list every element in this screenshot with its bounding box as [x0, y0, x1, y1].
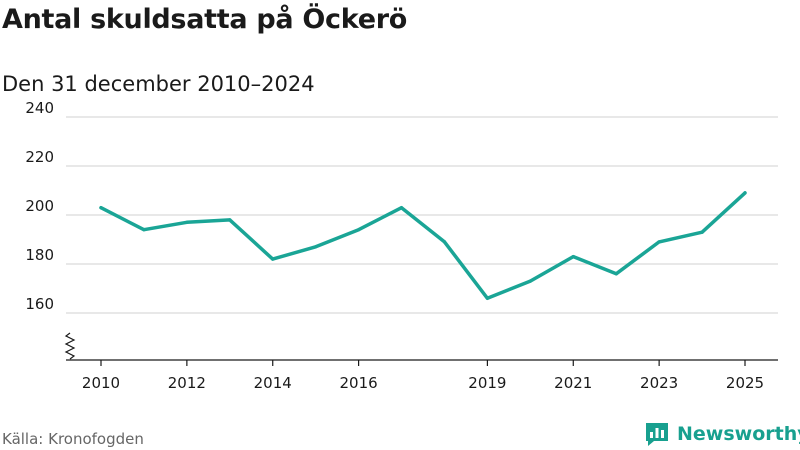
x-tick-label-2012: 2012	[168, 374, 206, 392]
axis-break-icon	[64, 332, 76, 360]
data-point-2020[interactable]	[528, 279, 532, 283]
y-tick-label-180: 180	[25, 246, 54, 264]
data-point-2018[interactable]	[442, 240, 447, 244]
data-point-2025[interactable]	[743, 191, 747, 195]
data-point-2012[interactable]	[185, 220, 189, 224]
data-point-2013[interactable]	[228, 218, 232, 222]
x-axis: 2010 2012 2014 2016 2019 2021 2023 2025	[66, 359, 778, 392]
x-tick-label-2023: 2023	[640, 374, 678, 392]
y-tick-label-220: 220	[25, 148, 54, 166]
series-line-0	[99, 191, 747, 301]
y-tick-label-200: 200	[25, 197, 54, 215]
line-chart: 160 180 200 220 240 2010 2012 2014 2016 2019 2021…	[25, 99, 778, 392]
data-point-2023[interactable]	[657, 240, 661, 244]
x-tick-label-2019: 2019	[468, 374, 506, 392]
chart-title: Antal skuldsatta på Öckerö	[2, 4, 407, 35]
data-point-2015[interactable]	[314, 245, 318, 249]
x-tick-label-2025: 2025	[726, 374, 764, 392]
y-tick-label-160: 160	[25, 295, 54, 313]
series-group	[99, 191, 747, 301]
chart-subtitle: Den 31 december 2010–2024	[2, 72, 315, 96]
brand-name: Newsworthy	[677, 423, 800, 445]
brand[interactable]: Newsworthy	[644, 419, 800, 449]
x-tick-label-2014: 2014	[254, 374, 292, 392]
x-tick-label-2016: 2016	[340, 374, 378, 392]
newsworthy-logo-icon	[646, 423, 668, 446]
x-tick-label-2010: 2010	[82, 374, 120, 392]
data-point-2010[interactable]	[99, 206, 103, 210]
data-point-2022[interactable]	[614, 272, 618, 276]
data-point-2014[interactable]	[271, 257, 275, 261]
data-point-2021[interactable]	[571, 255, 575, 259]
y-axis-labels: 160 180 200 220 240	[25, 99, 54, 313]
gridlines	[66, 116, 778, 314]
data-point-2019[interactable]	[485, 296, 489, 300]
data-point-2011[interactable]	[142, 228, 146, 232]
data-point-2017[interactable]	[399, 206, 404, 210]
data-point-2016[interactable]	[357, 228, 361, 232]
source-note: Källa: Kronofogden	[2, 430, 144, 448]
y-tick-label-240: 240	[25, 99, 54, 117]
x-tick-label-2021: 2021	[554, 374, 592, 392]
data-point-2024[interactable]	[700, 230, 704, 234]
